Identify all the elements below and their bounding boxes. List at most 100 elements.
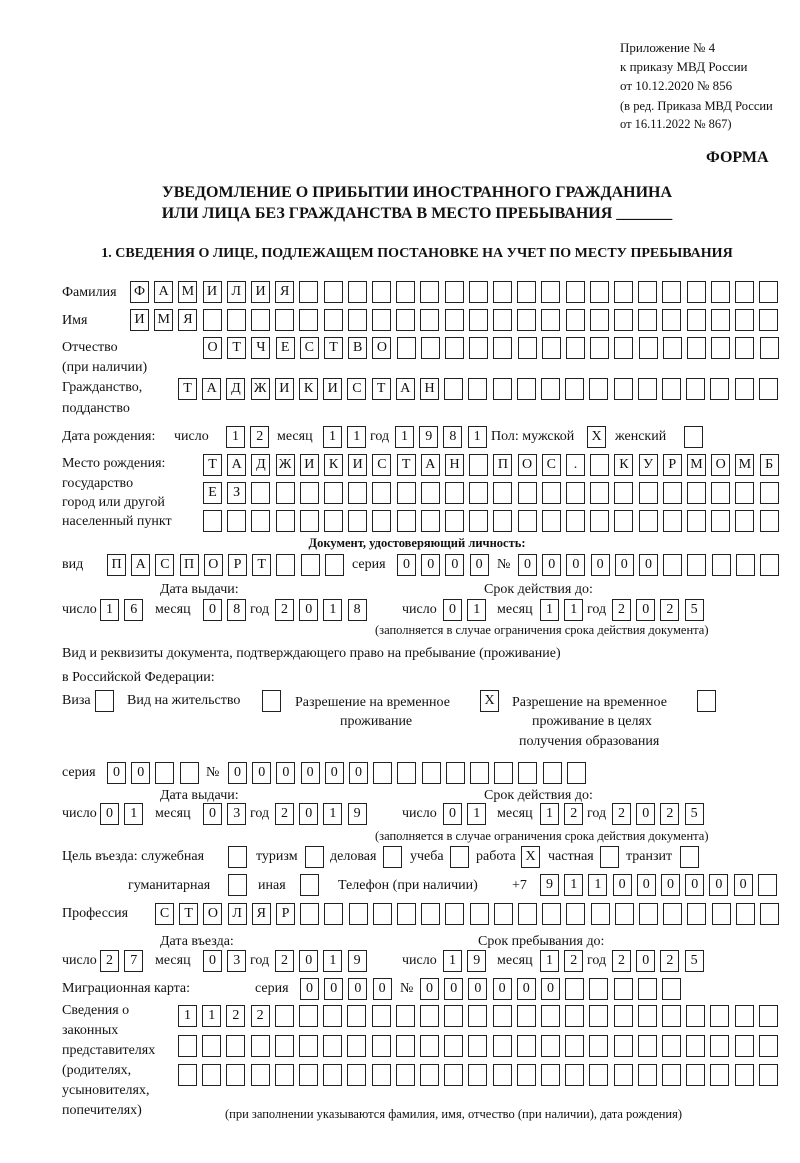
char-cell-birthplace-row2[interactable] — [566, 482, 585, 504]
char-cell-mig-series[interactable]: 0 — [348, 978, 368, 1000]
char-cell-patronymic[interactable] — [420, 337, 440, 359]
char-cell-right-number[interactable]: 0 — [228, 762, 247, 784]
char-cell-reps-row1[interactable]: 2 — [250, 1005, 270, 1027]
char-cell-birthplace-row3[interactable] — [372, 510, 392, 532]
checkbox-purpose-tourism[interactable] — [305, 846, 324, 868]
char-cell-right-number[interactable]: 0 — [276, 762, 296, 784]
char-cell-birthplace-row1[interactable] — [469, 454, 489, 476]
char-cell-right-issue-year[interactable]: 1 — [323, 803, 343, 825]
char-cell-reps-row1[interactable] — [468, 1005, 488, 1027]
char-cell-id-issue-year[interactable]: 8 — [347, 599, 367, 621]
char-cell-profession[interactable] — [397, 903, 416, 925]
char-cell-reps-row3[interactable] — [226, 1064, 246, 1086]
char-cell-reps-row1[interactable]: 2 — [226, 1005, 246, 1027]
char-cell-profession[interactable] — [590, 903, 610, 925]
char-cell-birthplace-row3[interactable] — [662, 510, 682, 532]
char-cell-phone[interactable] — [757, 874, 777, 896]
char-cell-profession[interactable] — [760, 903, 779, 925]
char-cell-id-valid-year[interactable]: 0 — [636, 599, 656, 621]
char-cell-birthplace-row1[interactable]: Д — [251, 454, 271, 476]
char-cell-right-number[interactable]: 0 — [349, 762, 368, 784]
checkbox-purpose-private[interactable] — [600, 846, 619, 868]
char-cell-citizenship[interactable]: С — [347, 378, 367, 400]
char-cell-phone[interactable]: 0 — [709, 874, 729, 896]
char-cell-patronymic[interactable] — [469, 337, 489, 359]
char-cell-birthplace-row1[interactable]: С — [372, 454, 392, 476]
char-cell-birthplace-row3[interactable] — [687, 510, 706, 532]
char-cell-surname[interactable] — [420, 281, 440, 303]
char-cell-mig-number[interactable]: 0 — [541, 978, 560, 1000]
char-cell-mig-number[interactable] — [589, 978, 609, 1000]
char-cell-birthplace-row1[interactable]: Ж — [275, 454, 295, 476]
char-cell-name[interactable] — [202, 309, 222, 331]
char-cell-birthplace-row2[interactable] — [324, 482, 343, 504]
char-cell-right-issue-day[interactable]: 1 — [124, 803, 144, 825]
char-cell-id-number[interactable] — [711, 554, 731, 576]
char-cell-name[interactable] — [468, 309, 488, 331]
char-cell-name[interactable] — [444, 309, 464, 331]
char-cell-phone[interactable]: 1 — [564, 874, 584, 896]
checkbox-purpose-business[interactable] — [383, 846, 402, 868]
char-cell-patronymic[interactable] — [445, 337, 464, 359]
char-cell-reps-row3[interactable] — [565, 1064, 585, 1086]
char-cell-right-valid-year[interactable]: 5 — [684, 803, 704, 825]
char-cell-name[interactable] — [686, 309, 706, 331]
char-cell-surname[interactable] — [323, 281, 343, 303]
char-cell-surname[interactable]: И — [202, 281, 222, 303]
char-cell-reps-row3[interactable] — [637, 1064, 657, 1086]
char-cell-right-issue-year[interactable]: 0 — [299, 803, 319, 825]
char-cell-citizenship[interactable] — [758, 378, 778, 400]
char-cell-id-valid-month[interactable]: 1 — [564, 599, 584, 621]
char-cell-citizenship[interactable] — [492, 378, 512, 400]
char-cell-birthplace-row2[interactable] — [445, 482, 464, 504]
char-cell-citizenship[interactable]: Д — [226, 378, 246, 400]
char-cell-birthplace-row2[interactable] — [735, 482, 755, 504]
char-cell-surname[interactable] — [347, 281, 367, 303]
char-cell-citizenship[interactable] — [516, 378, 536, 400]
char-cell-patronymic[interactable]: Е — [275, 337, 295, 359]
char-cell-birthplace-row1[interactable]: О — [517, 454, 537, 476]
char-cell-patronymic[interactable] — [396, 337, 416, 359]
char-cell-surname[interactable] — [614, 281, 633, 303]
char-cell-reps-row3[interactable] — [468, 1064, 488, 1086]
char-cell-right-issue-month[interactable]: 3 — [227, 803, 247, 825]
char-cell-id-valid-month[interactable]: 1 — [540, 599, 559, 621]
char-cell-profession[interactable] — [663, 903, 683, 925]
char-cell-birthplace-row2[interactable] — [711, 482, 731, 504]
char-cell-birthplace-row3[interactable] — [324, 510, 343, 532]
char-cell-birth-month[interactable]: 1 — [347, 426, 367, 448]
char-cell-patronymic[interactable]: В — [348, 337, 368, 359]
char-cell-patronymic[interactable]: Т — [324, 337, 343, 359]
char-cell-right-issue-month[interactable]: 0 — [203, 803, 222, 825]
char-cell-reps-row3[interactable] — [347, 1064, 367, 1086]
char-cell-surname[interactable]: И — [251, 281, 270, 303]
char-cell-birthplace-row3[interactable] — [566, 510, 585, 532]
char-cell-profession[interactable] — [542, 903, 562, 925]
char-cell-patronymic[interactable]: Ч — [251, 337, 271, 359]
char-cell-mig-number[interactable]: 0 — [420, 978, 439, 1000]
char-cell-id-issue-month[interactable]: 0 — [203, 599, 222, 621]
char-cell-right-number[interactable] — [494, 762, 514, 784]
char-cell-reps-row3[interactable] — [178, 1064, 197, 1086]
char-cell-birthplace-row3[interactable] — [420, 510, 440, 532]
char-cell-profession[interactable]: Л — [227, 903, 247, 925]
char-cell-name[interactable] — [614, 309, 633, 331]
char-cell-id-kind[interactable]: Т — [252, 554, 272, 576]
char-cell-surname[interactable]: Ф — [130, 281, 149, 303]
checkbox-purpose-transit[interactable] — [680, 846, 699, 868]
char-cell-profession[interactable] — [421, 903, 441, 925]
char-cell-patronymic[interactable] — [759, 337, 779, 359]
char-cell-mig-number[interactable] — [662, 978, 681, 1000]
char-cell-right-valid-month[interactable]: 1 — [540, 803, 559, 825]
char-cell-patronymic[interactable] — [517, 337, 537, 359]
char-cell-right-number[interactable] — [421, 762, 441, 784]
char-cell-reps-row1[interactable]: 1 — [202, 1005, 222, 1027]
char-cell-reps-row3[interactable] — [444, 1064, 464, 1086]
char-cell-name[interactable] — [299, 309, 319, 331]
char-cell-right-number[interactable] — [397, 762, 417, 784]
char-cell-id-valid-year[interactable]: 5 — [684, 599, 704, 621]
char-cell-birthplace-row1[interactable]: О — [711, 454, 731, 476]
char-cell-entry-year[interactable]: 2 — [275, 950, 294, 972]
char-cell-surname[interactable] — [589, 281, 609, 303]
char-cell-id-number[interactable] — [663, 554, 683, 576]
